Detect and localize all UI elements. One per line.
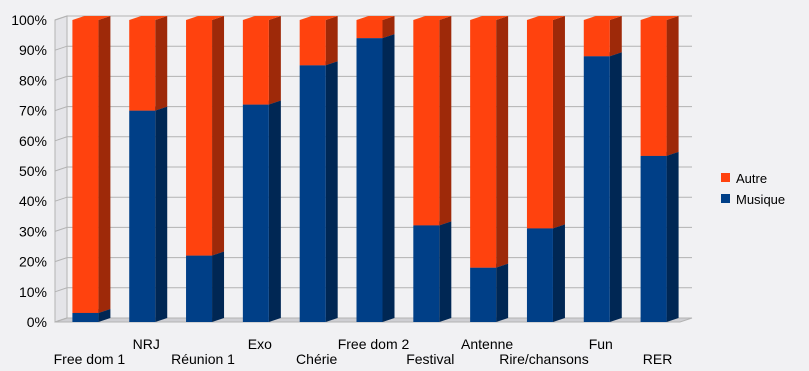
y-tick-label: 50% [19, 163, 47, 179]
y-tick-label: 20% [19, 254, 47, 270]
bar-musique [526, 224, 565, 322]
x-tick-label: Chérie [296, 351, 337, 367]
bar-musique [129, 106, 168, 322]
y-tick-label: 90% [19, 42, 47, 58]
bar-autre [299, 16, 338, 66]
bar-musique [640, 151, 679, 322]
x-tick-label: Antenne [461, 336, 513, 352]
bar-autre [129, 16, 168, 111]
x-tick-label: Fun [589, 336, 613, 352]
y-tick-label: 100% [11, 12, 47, 28]
bar-autre [356, 16, 395, 39]
bar-musique [186, 251, 225, 322]
bar-musique [299, 61, 338, 323]
bar-autre [470, 16, 509, 268]
bar-autre [72, 16, 111, 313]
y-axis: 0% 10% 20% 30% 40% 50% 60% 70% 80% 90% 100% [11, 12, 47, 330]
x-tick-label: Rire/chansons [499, 351, 589, 367]
legend-label: Musique [736, 192, 785, 207]
bar-autre [413, 16, 452, 226]
bar-autre [526, 16, 565, 229]
x-tick-label: Réunion 1 [171, 351, 235, 367]
bar-autre [186, 16, 225, 256]
bar-musique [242, 100, 281, 322]
bar-autre [242, 16, 281, 105]
x-tick-label: Free dom 2 [338, 336, 410, 352]
bar-autre [583, 16, 622, 57]
x-tick-label: Exo [248, 336, 272, 352]
bars [72, 16, 679, 323]
bar-musique [583, 52, 622, 323]
y-tick-label: 60% [19, 133, 47, 149]
y-tick-label: 30% [19, 223, 47, 239]
x-tick-label: NRJ [133, 336, 160, 352]
legend-label: Autre [736, 171, 767, 186]
x-tick-label: Festival [406, 351, 454, 367]
bar-autre [640, 16, 679, 156]
bar-musique [470, 263, 509, 322]
legend-swatch [721, 194, 730, 203]
x-tick-label: RER [643, 351, 673, 367]
y-tick-label: 40% [19, 193, 47, 209]
bar-musique [356, 34, 395, 323]
legend-swatch [721, 173, 730, 182]
y-tick-label: 70% [19, 103, 47, 119]
legend: Autre Musique [721, 171, 785, 207]
y-tick-label: 0% [27, 314, 47, 330]
y-tick-label: 10% [19, 284, 47, 300]
x-tick-label: Free dom 1 [54, 351, 126, 367]
bar-musique [413, 221, 452, 322]
y-tick-label: 80% [19, 72, 47, 88]
